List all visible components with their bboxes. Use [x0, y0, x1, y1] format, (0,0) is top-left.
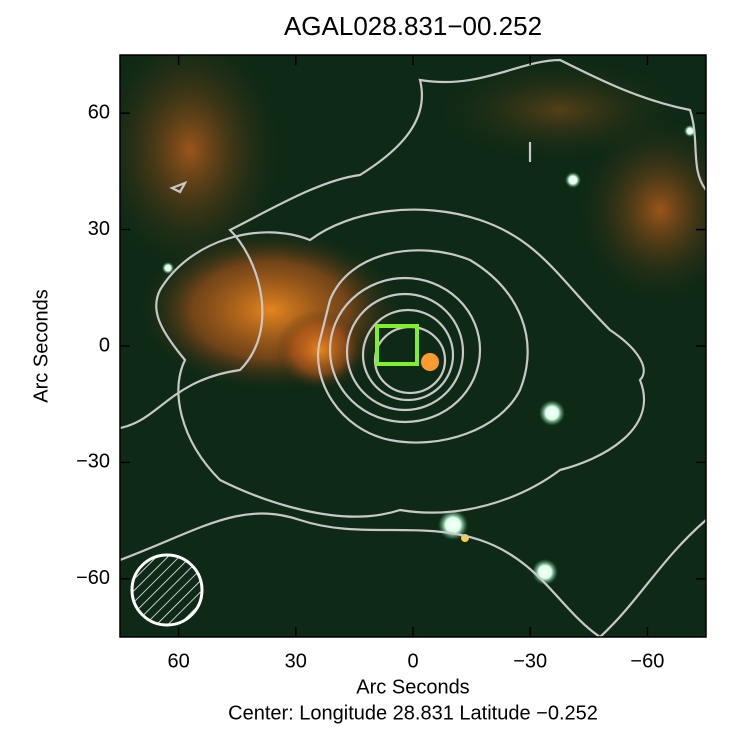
y-axis-label: Arc Seconds	[30, 289, 52, 402]
sky-image	[120, 55, 706, 637]
chart-title: AGAL028.831−00.252	[284, 11, 542, 41]
footer: Center: Longitude 28.831 Latitude −0.252	[228, 702, 598, 724]
y-tick-label: 30	[88, 218, 110, 240]
x-tick-label: 60	[167, 650, 189, 672]
y-tick-label: −60	[76, 567, 110, 589]
y-tick-label: −30	[76, 451, 110, 473]
y-tick-label: 60	[88, 101, 110, 123]
x-tick-label: −60	[630, 650, 664, 672]
x-tick-label: 30	[285, 650, 307, 672]
x-tick-label: −30	[513, 650, 547, 672]
y-tick-label: 0	[99, 334, 110, 356]
x-axis-label: Arc Seconds	[356, 676, 469, 698]
x-tick-label: 0	[407, 650, 418, 672]
